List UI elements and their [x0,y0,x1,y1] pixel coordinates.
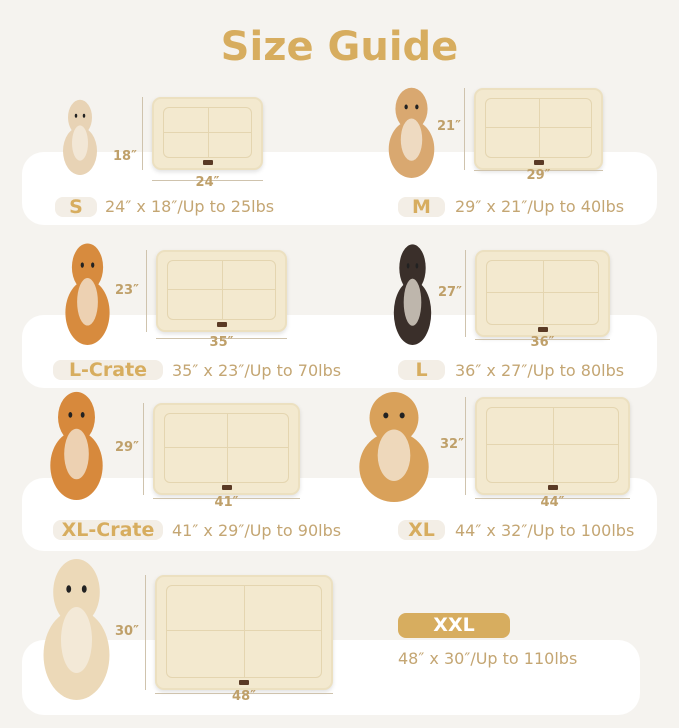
height-label: 18″ [113,149,137,164]
brand-tag [202,160,213,165]
mat-image [153,403,300,495]
width-dimension-line [152,180,263,181]
size-label: XL [398,520,445,540]
height-label: 27″ [438,285,462,300]
size-spec: 29″ x 21″/Up to 40lbs [455,197,625,216]
width-label: 24″ [195,175,220,190]
brand-tag [221,485,232,490]
mat-image [155,575,333,690]
width-label: 36″ [530,335,555,350]
size-spec: 44″ x 32″/Up to 100lbs [455,521,635,540]
dog-photo [50,391,103,500]
size-label: L-Crate [53,360,163,380]
width-label: 29″ [526,168,551,183]
brand-tag [533,160,544,165]
brand-tag [547,485,558,490]
height-label: 23″ [115,283,139,298]
height-label: 29″ [115,440,139,455]
mat-image [152,97,263,170]
dog-photo [359,392,429,502]
mat-image [474,88,603,170]
dog-photo [393,244,432,345]
height-dimension-line [465,250,466,337]
width-dimension-line [156,338,287,339]
size-spec: 35″ x 23″/Up to 70lbs [172,361,342,380]
brand-tag [239,680,249,685]
width-label: 48″ [232,689,256,704]
height-dimension-line [145,575,146,690]
brand-tag [537,327,548,332]
mat-image [475,397,630,495]
mat-image [156,250,287,332]
size-label: S [55,197,97,217]
mat-image [475,250,610,337]
size-spec: 36″ x 27″/Up to 80lbs [455,361,625,380]
height-dimension-line [146,250,147,332]
height-dimension-line [464,88,465,170]
height-label: 30″ [115,624,139,639]
width-label: 44″ [540,495,565,510]
height-label: 32″ [440,437,464,452]
height-dimension-line [143,403,144,495]
width-dimension-line [153,498,300,499]
size-spec: 41″ x 29″/Up to 90lbs [172,521,342,540]
width-dimension-line [155,693,333,694]
width-dimension-line [475,339,610,340]
size-label: XXL [398,613,510,638]
size-label: L [398,360,445,380]
size-label: XL-Crate [53,520,163,540]
height-label: 21″ [437,119,461,134]
size-spec: 48″ x 30″/Up to 110lbs [398,649,578,668]
size-label: M [398,197,445,217]
size-spec: 24″ x 18″/Up to 25lbs [105,197,275,216]
width-dimension-line [475,498,630,499]
dog-photo [43,559,110,700]
dog-photo [63,99,97,175]
height-dimension-line [465,397,466,495]
brand-tag [216,322,227,327]
width-dimension-line [474,170,603,171]
width-label: 35″ [209,335,234,350]
height-dimension-line [142,97,143,170]
dog-photo [388,87,435,178]
page-title: Size Guide [220,24,459,70]
width-label: 41″ [214,495,239,510]
dog-photo [65,243,110,345]
